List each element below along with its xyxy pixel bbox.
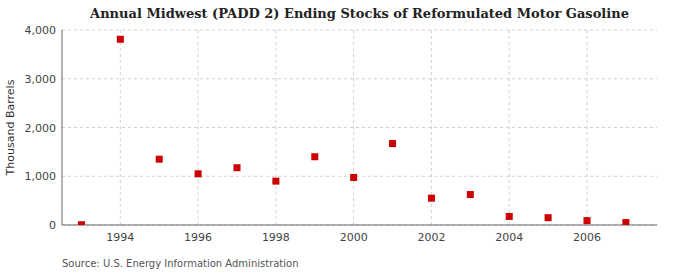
- y-grid-line: [62, 78, 657, 79]
- data-point: [389, 140, 396, 147]
- x-tick-label: 1998: [262, 231, 290, 244]
- chart-container: Annual Midwest (PADD 2) Ending Stocks of…: [0, 0, 675, 275]
- data-point: [117, 36, 124, 43]
- data-point: [272, 178, 279, 185]
- points: [78, 36, 629, 225]
- data-point: [506, 213, 513, 220]
- x-grid-line: [509, 30, 510, 225]
- data-point: [622, 219, 629, 225]
- y-tick-label: 2,000: [25, 122, 57, 135]
- x-tick-label: 2000: [340, 231, 368, 244]
- y-tick-label: 4,000: [25, 24, 57, 37]
- data-point: [467, 191, 474, 198]
- data-point: [584, 217, 591, 224]
- grid: [62, 30, 657, 225]
- x-grid-line: [120, 30, 121, 225]
- data-point: [311, 153, 318, 160]
- data-point: [350, 174, 357, 181]
- y-tick-label: 3,000: [25, 73, 57, 86]
- x-grid-line: [353, 30, 354, 225]
- x-tick-label: 1994: [106, 231, 134, 244]
- chart-svg: Annual Midwest (PADD 2) Ending Stocks of…: [0, 0, 675, 275]
- data-point: [156, 156, 163, 163]
- y-grid-line: [62, 176, 657, 177]
- x-tick-label: 1996: [184, 231, 212, 244]
- y-axis-label: Thousand Barrels: [4, 79, 17, 176]
- y-grid-line: [62, 30, 657, 31]
- source-annotation: Source: U.S. Energy Information Administ…: [62, 258, 299, 269]
- y-axis-line: [62, 30, 63, 225]
- x-tick-label: 2002: [417, 231, 445, 244]
- x-grid-line: [198, 30, 199, 225]
- data-point: [78, 221, 85, 225]
- x-tick-label: 2004: [495, 231, 523, 244]
- y-tick-label: 0: [49, 219, 56, 232]
- x-grid-line: [275, 30, 276, 225]
- y-grid-line: [62, 127, 657, 128]
- x-axis-line: [62, 225, 657, 226]
- data-point: [545, 214, 552, 221]
- chart-title: Annual Midwest (PADD 2) Ending Stocks of…: [89, 6, 629, 21]
- y-tick-label: 1,000: [25, 170, 57, 183]
- data-point: [428, 195, 435, 202]
- x-grid-line: [587, 30, 588, 225]
- y-grid-line: [62, 225, 657, 226]
- data-point: [195, 170, 202, 177]
- x-tick-label: 2006: [573, 231, 601, 244]
- data-point: [234, 164, 241, 171]
